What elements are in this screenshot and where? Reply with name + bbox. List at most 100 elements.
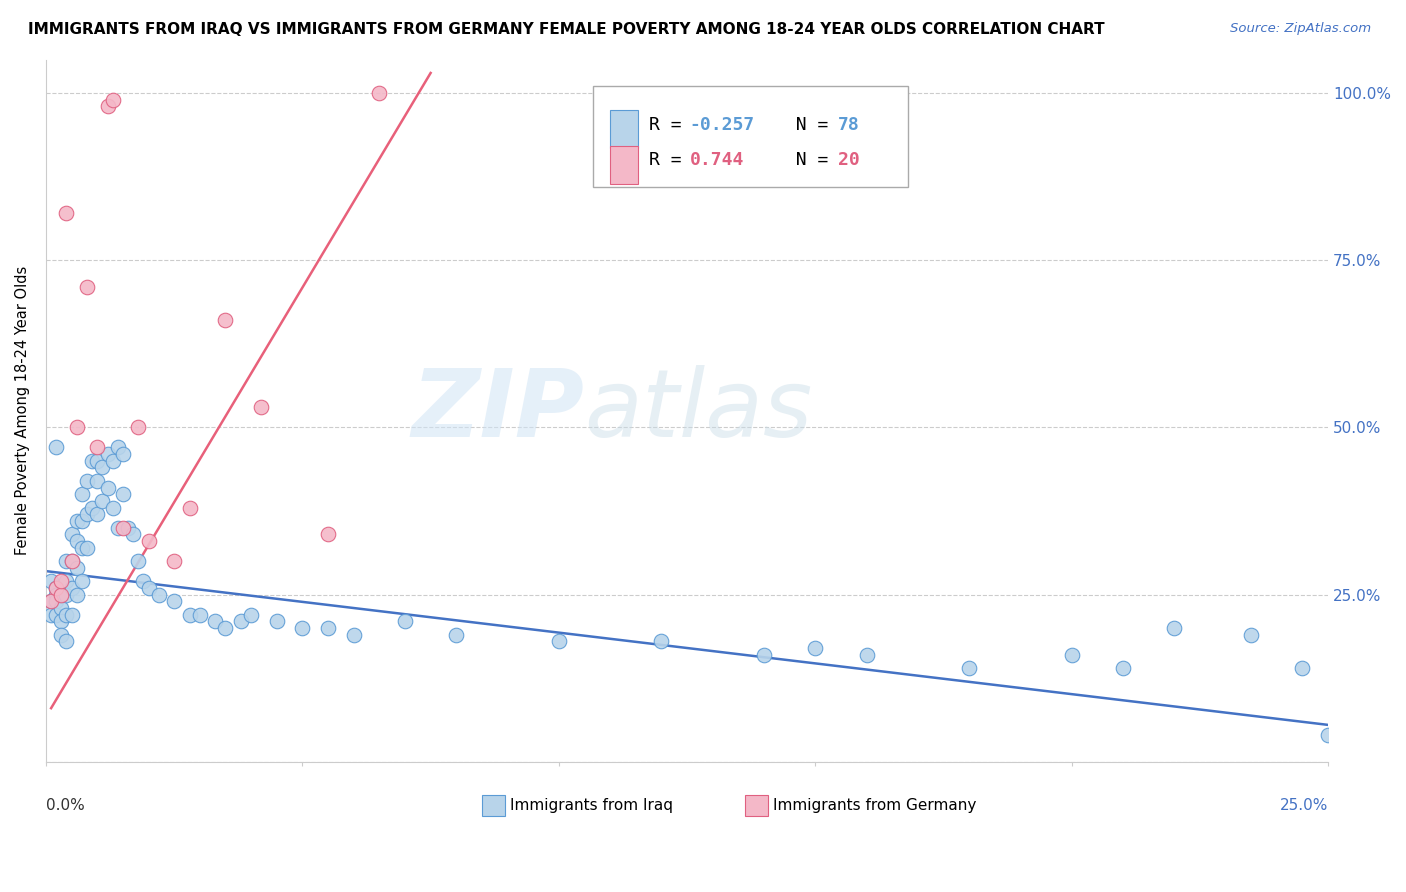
Point <box>138 534 160 549</box>
Point <box>55 607 77 622</box>
Text: N =: N = <box>775 116 839 134</box>
Point <box>51 587 73 601</box>
Point <box>107 521 129 535</box>
Point <box>957 661 980 675</box>
Point <box>266 614 288 628</box>
Point <box>70 574 93 589</box>
Point <box>55 554 77 568</box>
Point <box>752 648 775 662</box>
Y-axis label: Female Poverty Among 18-24 Year Olds: Female Poverty Among 18-24 Year Olds <box>15 266 30 555</box>
Point <box>127 554 149 568</box>
Point <box>1317 728 1340 742</box>
Point <box>45 587 67 601</box>
Point <box>96 99 118 113</box>
Point <box>55 634 77 648</box>
Point <box>66 534 89 549</box>
Point <box>51 627 73 641</box>
Point <box>45 607 67 622</box>
Point <box>229 614 252 628</box>
Point <box>547 634 569 648</box>
Point <box>70 541 93 555</box>
Point <box>45 581 67 595</box>
Text: 0.744: 0.744 <box>689 151 744 169</box>
Point <box>91 494 114 508</box>
Point <box>39 594 62 608</box>
Point <box>1163 621 1185 635</box>
Point <box>55 574 77 589</box>
Point <box>132 574 155 589</box>
Point <box>51 574 73 589</box>
Text: R =: R = <box>648 116 692 134</box>
Point <box>45 581 67 595</box>
Point <box>45 441 67 455</box>
Text: -0.257: -0.257 <box>689 116 755 134</box>
Point <box>76 280 98 294</box>
Point <box>76 474 98 488</box>
Point <box>855 648 877 662</box>
Point <box>804 640 827 655</box>
Point <box>650 634 672 648</box>
Point <box>86 474 108 488</box>
Bar <box>745 795 768 815</box>
Point <box>368 86 391 100</box>
Bar <box>610 145 638 185</box>
Point <box>55 206 77 220</box>
Point <box>111 521 134 535</box>
Text: 20: 20 <box>838 151 860 169</box>
Point <box>55 587 77 601</box>
Point <box>39 607 62 622</box>
Point <box>51 614 73 628</box>
Point <box>316 621 339 635</box>
Point <box>446 627 468 641</box>
Point <box>111 447 134 461</box>
Point <box>60 607 83 622</box>
Text: Immigrants from Iraq: Immigrants from Iraq <box>510 797 673 813</box>
Point <box>163 594 186 608</box>
Point <box>316 527 339 541</box>
Point <box>101 93 124 107</box>
Point <box>214 621 236 635</box>
Point <box>51 600 73 615</box>
Point <box>107 441 129 455</box>
Text: atlas: atlas <box>585 365 813 456</box>
Text: N =: N = <box>775 151 839 169</box>
Point <box>51 587 73 601</box>
Point <box>45 594 67 608</box>
Text: IMMIGRANTS FROM IRAQ VS IMMIGRANTS FROM GERMANY FEMALE POVERTY AMONG 18-24 YEAR : IMMIGRANTS FROM IRAQ VS IMMIGRANTS FROM … <box>28 22 1105 37</box>
Point <box>101 454 124 468</box>
Point <box>394 614 416 628</box>
Point <box>60 554 83 568</box>
Point <box>101 500 124 515</box>
Point <box>122 527 145 541</box>
Text: R =: R = <box>648 151 692 169</box>
Point <box>86 441 108 455</box>
Point <box>214 313 236 327</box>
Point <box>343 627 366 641</box>
Point <box>291 621 314 635</box>
Point <box>86 508 108 522</box>
Bar <box>482 795 505 815</box>
Point <box>66 561 89 575</box>
Text: 0.0%: 0.0% <box>46 797 84 813</box>
Point <box>250 401 273 415</box>
Point <box>91 460 114 475</box>
Point <box>76 541 98 555</box>
Point <box>111 487 134 501</box>
Point <box>204 614 226 628</box>
Point <box>240 607 263 622</box>
Point <box>96 481 118 495</box>
Point <box>148 587 170 601</box>
Text: 78: 78 <box>838 116 860 134</box>
Point <box>66 514 89 528</box>
Point <box>82 500 104 515</box>
Point <box>76 508 98 522</box>
Point <box>179 500 201 515</box>
Point <box>39 574 62 589</box>
Bar <box>610 110 638 148</box>
Point <box>70 514 93 528</box>
Point <box>1112 661 1135 675</box>
Point <box>163 554 186 568</box>
Point <box>1291 661 1313 675</box>
Point <box>127 420 149 434</box>
Point <box>66 587 89 601</box>
